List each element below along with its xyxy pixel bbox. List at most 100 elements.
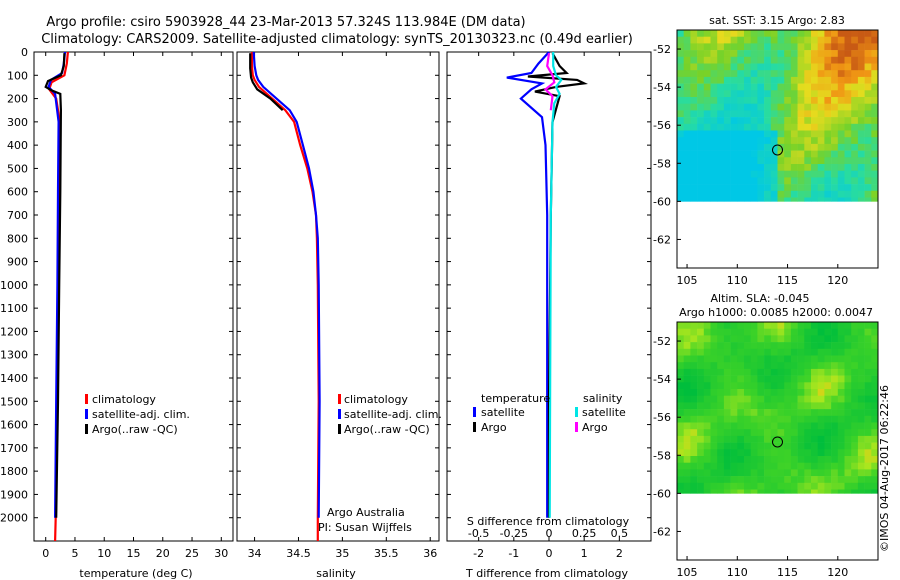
map-cell (811, 50, 818, 58)
map-cell (824, 375, 832, 383)
legend-label-argo: Argo(..raw -QC) (92, 423, 178, 436)
map-cell (831, 117, 839, 125)
map-cell (864, 328, 872, 336)
map-cell (690, 435, 698, 443)
map-cell (764, 197, 772, 202)
map-cell (730, 462, 738, 470)
map-cell (717, 117, 725, 125)
map-cell (784, 123, 792, 131)
map-cell (690, 382, 698, 390)
map-cell (811, 382, 818, 390)
map-y-tick-label: -58 (653, 157, 671, 170)
argo-position-marker (772, 144, 783, 156)
map-cell (690, 130, 698, 138)
map-cell (677, 117, 684, 125)
map-cell (677, 110, 684, 118)
map-cell (690, 335, 698, 343)
map-cell (697, 177, 705, 185)
map-cell (697, 449, 705, 457)
map-cell (797, 110, 805, 118)
map-cell (697, 402, 705, 410)
map-cell (683, 76, 691, 84)
map-cell (770, 368, 778, 376)
map-cell (730, 197, 738, 202)
map-cell (770, 110, 778, 118)
map-cell (817, 123, 825, 131)
map-cell (683, 30, 691, 37)
map-cell (824, 355, 832, 363)
map-cell (717, 170, 725, 178)
map-cell (837, 362, 845, 370)
map-cell (757, 442, 765, 450)
map-cell (811, 157, 818, 165)
map-cell (824, 402, 832, 410)
y-tick-label: 200 (7, 93, 28, 106)
map-cell (750, 389, 758, 396)
map-cell (851, 322, 859, 329)
map-cell (723, 322, 731, 329)
map-cell (764, 429, 772, 437)
map-cell (677, 476, 684, 484)
legend-swatch-t-satellite (473, 407, 476, 417)
map-cell (837, 143, 845, 151)
map-cell (804, 456, 812, 463)
map-cell (723, 70, 731, 78)
map-cell (697, 150, 705, 158)
map-cell (717, 415, 725, 423)
x-tick-label: 10 (97, 547, 111, 560)
map-cell (817, 415, 825, 423)
map-cell (824, 43, 832, 51)
map-cell (703, 355, 711, 363)
legend-swatch-s-argo (575, 422, 578, 432)
map-cell (811, 76, 818, 84)
map-cell (764, 469, 772, 477)
map-cell (683, 123, 691, 131)
map-cell (770, 429, 778, 437)
map-cell (784, 43, 792, 51)
map-cell (750, 50, 758, 58)
map-cell (804, 422, 812, 430)
map-cell (764, 110, 772, 118)
map-cell (744, 50, 751, 58)
map-cell (804, 368, 812, 376)
map-cell (677, 409, 684, 417)
map-cell (831, 36, 839, 44)
map-cell (677, 36, 684, 44)
map-cell (770, 143, 778, 151)
map-cell (690, 97, 698, 104)
map-cell (811, 355, 818, 363)
map-cell (844, 342, 852, 350)
map-cell (851, 355, 859, 363)
map-cell (784, 322, 792, 329)
map-cell (804, 30, 812, 37)
legend-label-s-satellite: satellite (582, 406, 626, 419)
map-cell (831, 130, 839, 138)
map-cell (857, 103, 865, 111)
map-cell (757, 157, 765, 165)
map-cell (737, 103, 745, 111)
map-cell (844, 70, 852, 78)
map-cell (697, 442, 705, 450)
map-cell (804, 190, 812, 198)
map-cell (717, 30, 725, 37)
map-cell (817, 30, 825, 37)
map-cell (764, 36, 772, 44)
map-cell (710, 30, 718, 37)
map-cell (690, 30, 698, 37)
map-cell (690, 103, 698, 111)
map-cell (777, 36, 785, 44)
map-cell (817, 177, 825, 185)
map-cell (690, 197, 698, 202)
map-cell (730, 328, 738, 336)
map-cell (764, 103, 772, 111)
map-cell (844, 482, 852, 490)
map-cell (730, 355, 738, 363)
map-cell (744, 43, 751, 51)
map-cell (710, 322, 718, 329)
map-cell (844, 415, 852, 423)
map-cell (811, 170, 818, 178)
y-tick-label: 1800 (0, 465, 28, 478)
map-cell (871, 197, 879, 202)
map-cell (697, 335, 705, 343)
map-cell (871, 184, 879, 192)
